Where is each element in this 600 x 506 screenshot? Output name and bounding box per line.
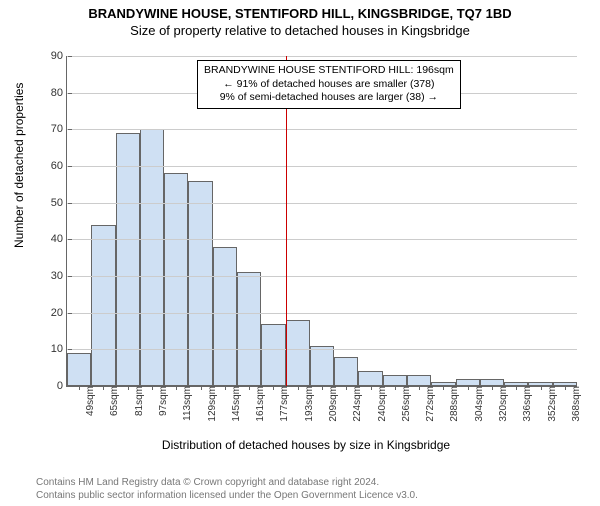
x-tickmark: [468, 386, 469, 390]
histogram-bar: [456, 379, 480, 386]
histogram-bar: [310, 346, 334, 386]
gridline: [67, 349, 577, 350]
histogram-bar: [188, 181, 212, 386]
gridline: [67, 203, 577, 204]
x-tickmark: [346, 386, 347, 390]
histogram-bar: [91, 225, 115, 386]
y-axis-label: Number of detached properties: [12, 83, 26, 248]
annotation-line: BRANDYWINE HOUSE STENTIFORD HILL: 196sqm: [204, 64, 454, 78]
y-tick-label: 70: [37, 123, 67, 135]
footer-line-1: Contains HM Land Registry data © Crown c…: [36, 476, 418, 489]
x-tick-label: 113sqm: [180, 386, 193, 421]
y-tick-label: 30: [37, 270, 67, 282]
histogram-bar: [383, 375, 407, 386]
x-tickmark: [322, 386, 323, 390]
annotation-box: BRANDYWINE HOUSE STENTIFORD HILL: 196sqm…: [197, 60, 461, 109]
x-tickmark: [176, 386, 177, 390]
x-tickmark: [152, 386, 153, 390]
histogram-bar: [213, 247, 237, 386]
y-tick-label: 50: [37, 197, 67, 209]
histogram-bar: [237, 272, 261, 386]
x-tick-label: 145sqm: [229, 386, 242, 422]
histogram-bar: [164, 173, 188, 386]
x-tickmark: [565, 386, 566, 390]
x-tick-label: 65sqm: [107, 386, 120, 416]
x-tickmark: [128, 386, 129, 390]
annotation-line: 9% of semi-detached houses are larger (3…: [204, 91, 454, 105]
x-tickmark: [371, 386, 372, 390]
x-axis-label: Distribution of detached houses by size …: [26, 438, 586, 452]
x-tick-label: 352sqm: [545, 386, 558, 422]
x-tick-label: 256sqm: [399, 386, 412, 422]
page-title: BRANDYWINE HOUSE, STENTIFORD HILL, KINGS…: [0, 6, 600, 21]
x-tickmark: [225, 386, 226, 390]
footer-line-2: Contains public sector information licen…: [36, 489, 418, 502]
x-tickmark: [249, 386, 250, 390]
histogram-bar: [407, 375, 431, 386]
y-tick-label: 10: [37, 343, 67, 355]
x-tick-label: 209sqm: [326, 386, 339, 422]
gridline: [67, 166, 577, 167]
x-tick-label: 304sqm: [472, 386, 485, 422]
x-tickmark: [419, 386, 420, 390]
histogram-bar: [261, 324, 285, 386]
x-tick-label: 288sqm: [447, 386, 460, 422]
gridline: [67, 129, 577, 130]
x-tickmark: [201, 386, 202, 390]
x-tick-label: 49sqm: [83, 386, 96, 416]
x-tickmark: [541, 386, 542, 390]
page-subtitle: Size of property relative to detached ho…: [0, 23, 600, 38]
x-tickmark: [79, 386, 80, 390]
footer-attribution: Contains HM Land Registry data © Crown c…: [36, 476, 418, 502]
histogram-bar: [480, 379, 504, 386]
x-tick-label: 272sqm: [423, 386, 436, 422]
histogram-bar: [67, 353, 91, 386]
annotation-line: ← 91% of detached houses are smaller (37…: [204, 78, 454, 92]
x-tick-label: 320sqm: [496, 386, 509, 422]
x-tick-label: 97sqm: [156, 386, 169, 416]
gridline: [67, 276, 577, 277]
y-tick-label: 90: [37, 50, 67, 62]
y-tick-label: 0: [37, 380, 67, 392]
x-tick-label: 161sqm: [253, 386, 266, 422]
chart-container: Number of detached properties 0102030405…: [26, 48, 586, 448]
x-tick-label: 336sqm: [520, 386, 533, 422]
x-tick-label: 193sqm: [302, 386, 315, 422]
y-tick-label: 80: [37, 87, 67, 99]
gridline: [67, 239, 577, 240]
x-tick-label: 368sqm: [569, 386, 582, 422]
x-tickmark: [103, 386, 104, 390]
x-tickmark: [395, 386, 396, 390]
histogram-bar: [286, 320, 310, 386]
gridline: [67, 56, 577, 57]
x-tickmark: [492, 386, 493, 390]
plot-area: 010203040506070809049sqm65sqm81sqm97sqm1…: [66, 56, 577, 387]
gridline: [67, 313, 577, 314]
x-tickmark: [443, 386, 444, 390]
histogram-bar: [358, 371, 382, 386]
x-tick-label: 129sqm: [205, 386, 218, 422]
x-tick-label: 240sqm: [375, 386, 388, 422]
y-tick-label: 40: [37, 233, 67, 245]
x-tick-label: 177sqm: [277, 386, 290, 422]
x-tick-label: 81sqm: [132, 386, 145, 416]
histogram-bar: [116, 133, 140, 386]
histogram-bar: [140, 129, 164, 386]
x-tickmark: [273, 386, 274, 390]
x-tick-label: 224sqm: [350, 386, 363, 422]
y-tick-label: 20: [37, 307, 67, 319]
y-tick-label: 60: [37, 160, 67, 172]
histogram-bar: [334, 357, 358, 386]
x-tickmark: [516, 386, 517, 390]
x-tickmark: [298, 386, 299, 390]
